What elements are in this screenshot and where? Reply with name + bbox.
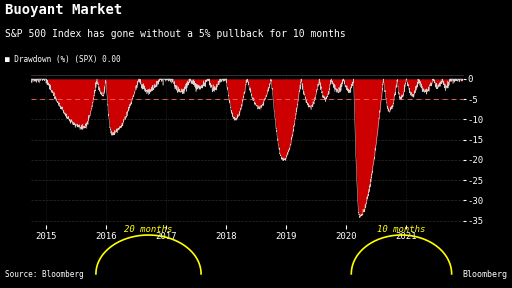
Text: S&P 500 Index has gone without a 5% pullback for 10 months: S&P 500 Index has gone without a 5% pull… bbox=[5, 29, 346, 39]
Text: 20 months: 20 months bbox=[124, 225, 173, 234]
Text: Source: Bloomberg: Source: Bloomberg bbox=[5, 270, 84, 279]
Text: 10 months: 10 months bbox=[377, 225, 425, 234]
Text: Buoyant Market: Buoyant Market bbox=[5, 3, 122, 17]
Text: Bloomberg: Bloomberg bbox=[462, 270, 507, 279]
Text: ■ Drawdown (%) (SPX) 0.00: ■ Drawdown (%) (SPX) 0.00 bbox=[5, 55, 121, 64]
